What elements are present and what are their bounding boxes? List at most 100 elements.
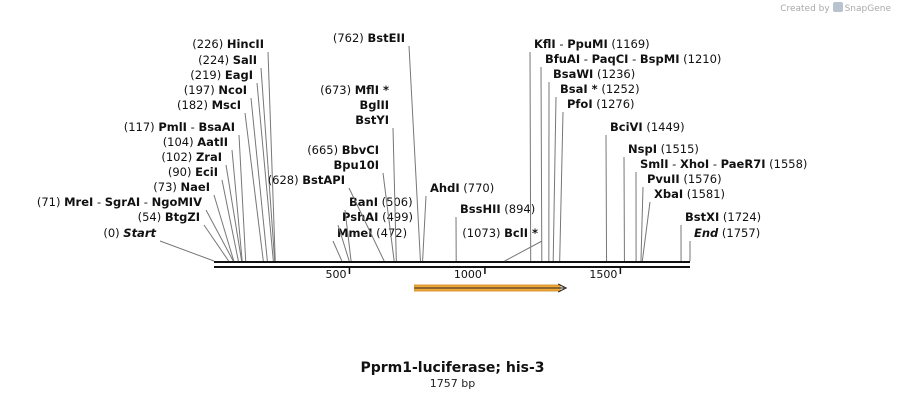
name-separator: - (580, 52, 591, 66)
enzyme-name-text: Bpu10I (334, 158, 379, 172)
enzyme-name-text: PshAI (342, 210, 378, 224)
enzyme-name-text: BtgZI (165, 210, 200, 224)
cut-site[interactable]: (182) MscI (177, 98, 264, 262)
cut-site[interactable]: (71) MreI - SgrAI - NgoMIV (37, 195, 234, 262)
cut-site[interactable]: BssHII (894) (455, 202, 536, 262)
site-leader-line (238, 134, 247, 262)
cut-site[interactable]: AhdI (770) (422, 181, 495, 262)
cut-site[interactable]: (628) BstAPI (268, 173, 385, 262)
site-label: (90) EciI (168, 165, 218, 179)
site-leader-line (540, 66, 543, 262)
site-label: XbaI (1581) (654, 187, 725, 201)
enzyme-name-text: NspI (628, 142, 657, 156)
ruler-tick-label: 500 (325, 268, 346, 281)
site-leader-line (392, 127, 397, 262)
cut-site[interactable]: (226) HincII (192, 37, 276, 262)
site-label: PvuII (1576) (647, 172, 722, 186)
cut-site[interactable]: MmeI (472) (332, 226, 407, 262)
cut-site[interactable]: BstXI (1724) (680, 210, 761, 262)
enzyme-name-text: PpuMI (567, 37, 608, 51)
cut-site[interactable]: (54) BtgZI (138, 210, 230, 262)
site-position: (1581) (683, 187, 725, 201)
enzyme-name-text: BsaI * (560, 82, 598, 96)
cut-site[interactable]: (1073) BclI * (462, 226, 543, 262)
site-leader-line (408, 45, 421, 262)
enzyme-name: (665) BbvCI (307, 143, 379, 157)
site-leader-line (267, 51, 276, 262)
site-position: (54) (138, 210, 165, 224)
site-position: (1757) (718, 226, 760, 240)
cut-site[interactable]: PfoI (1276) (559, 97, 635, 262)
cut-site[interactable]: BciVI (1449) (605, 120, 685, 262)
site-position: (224) (198, 53, 233, 67)
cut-site[interactable]: End (1757) (689, 226, 760, 261)
site-label: (54) BtgZI (138, 210, 200, 224)
enzyme-name-text: AatII (197, 135, 228, 149)
cut-site[interactable]: XbaI (1581) (641, 187, 725, 262)
cut-site[interactable]: (197) NcoI (184, 83, 268, 262)
cut-site[interactable]: SmlI - XhoI - PaeR7I (1558) (635, 157, 807, 262)
cut-site[interactable]: PshAI (499) (337, 210, 413, 262)
cut-site[interactable]: KflI - PpuMI (1169) (529, 37, 650, 262)
cut-site[interactable]: (102) ZraI (161, 150, 243, 262)
site-position: (1515) (657, 142, 699, 156)
enzyme-name-text: BsaWI (553, 67, 593, 81)
site-position: (104) (163, 135, 198, 149)
site-label: SmlI - XhoI - PaeR7I (1558) (640, 157, 807, 171)
site-leader-line (221, 179, 239, 262)
site-label: (628) BstAPI (268, 173, 345, 187)
cut-site[interactable]: BsaWI (1236) (548, 67, 635, 262)
ruler-tick-label: 1000 (454, 268, 482, 281)
feature-arrow[interactable] (414, 283, 568, 293)
cut-site[interactable]: (762) BstEII (333, 31, 421, 262)
enzyme-name-text: BstXI (685, 210, 719, 224)
cut-site[interactable]: (117) PmlI - BsaAI (124, 120, 247, 262)
enzyme-name-text: SgrAI (105, 195, 140, 209)
site-leader-line (529, 51, 532, 262)
cut-site[interactable]: BfuAI - PaqCI - BspMI (1210) (540, 52, 721, 262)
cut-site[interactable]: (104) AatII (163, 135, 243, 262)
enzyme-name-text: PaqCI (592, 52, 629, 66)
enzyme-name-text: BbvCI (342, 143, 379, 157)
cut-site[interactable]: NspI (1515) (623, 142, 699, 262)
site-leader-line (348, 187, 385, 262)
enzyme-name-text: EciI (195, 165, 218, 179)
site-position: (499) (378, 210, 413, 224)
enzyme-name-text: PfoI (567, 97, 593, 111)
site-position: (1724) (719, 210, 761, 224)
name-separator: - (187, 120, 198, 134)
site-position: (1576) (680, 172, 722, 186)
enzyme-name-text: MmeI (337, 226, 373, 240)
cut-site[interactable]: (73) NaeI (153, 180, 235, 262)
enzyme-name-text: BsaAI (198, 120, 235, 134)
cut-site[interactable]: (224) SalI (198, 53, 276, 262)
site-leader-line (382, 172, 395, 262)
enzyme-name-text: BstAPI (302, 173, 345, 187)
enzyme-name-text: KflI (534, 37, 556, 51)
enzyme-name: Bpu10I (334, 158, 379, 172)
cut-site[interactable]: (0) Start (103, 226, 215, 262)
enzyme-name-text: BanI (349, 195, 378, 209)
name-separator: - (140, 195, 151, 209)
site-label: AhdI (770) (430, 181, 494, 195)
site-leader-line (605, 134, 608, 262)
site-position: (90) (168, 165, 195, 179)
ruler-tick-label: 1500 (589, 268, 617, 281)
site-leader-line (504, 240, 543, 262)
site-label: End (1757) (694, 226, 760, 240)
cut-site[interactable]: BsaI * (1252) (552, 82, 640, 262)
site-position: (1449) (643, 120, 685, 134)
enzyme-name: BstYI (355, 113, 389, 127)
enzyme-name-text: MreI (64, 195, 93, 209)
cut-site[interactable]: (219) EagI (190, 68, 274, 262)
site-position: (894) (501, 202, 536, 216)
cut-site[interactable]: (90) EciI (168, 165, 239, 262)
site-label: (762) BstEII (333, 31, 405, 45)
site-label: (197) NcoI (184, 83, 247, 97)
cut-site[interactable]: PvuII (1576) (640, 172, 722, 262)
enzyme-name-text: Start (123, 226, 156, 240)
snapgene-credit: Created by SnapGene (780, 2, 891, 14)
enzyme-name-text: PmlI (158, 120, 187, 134)
